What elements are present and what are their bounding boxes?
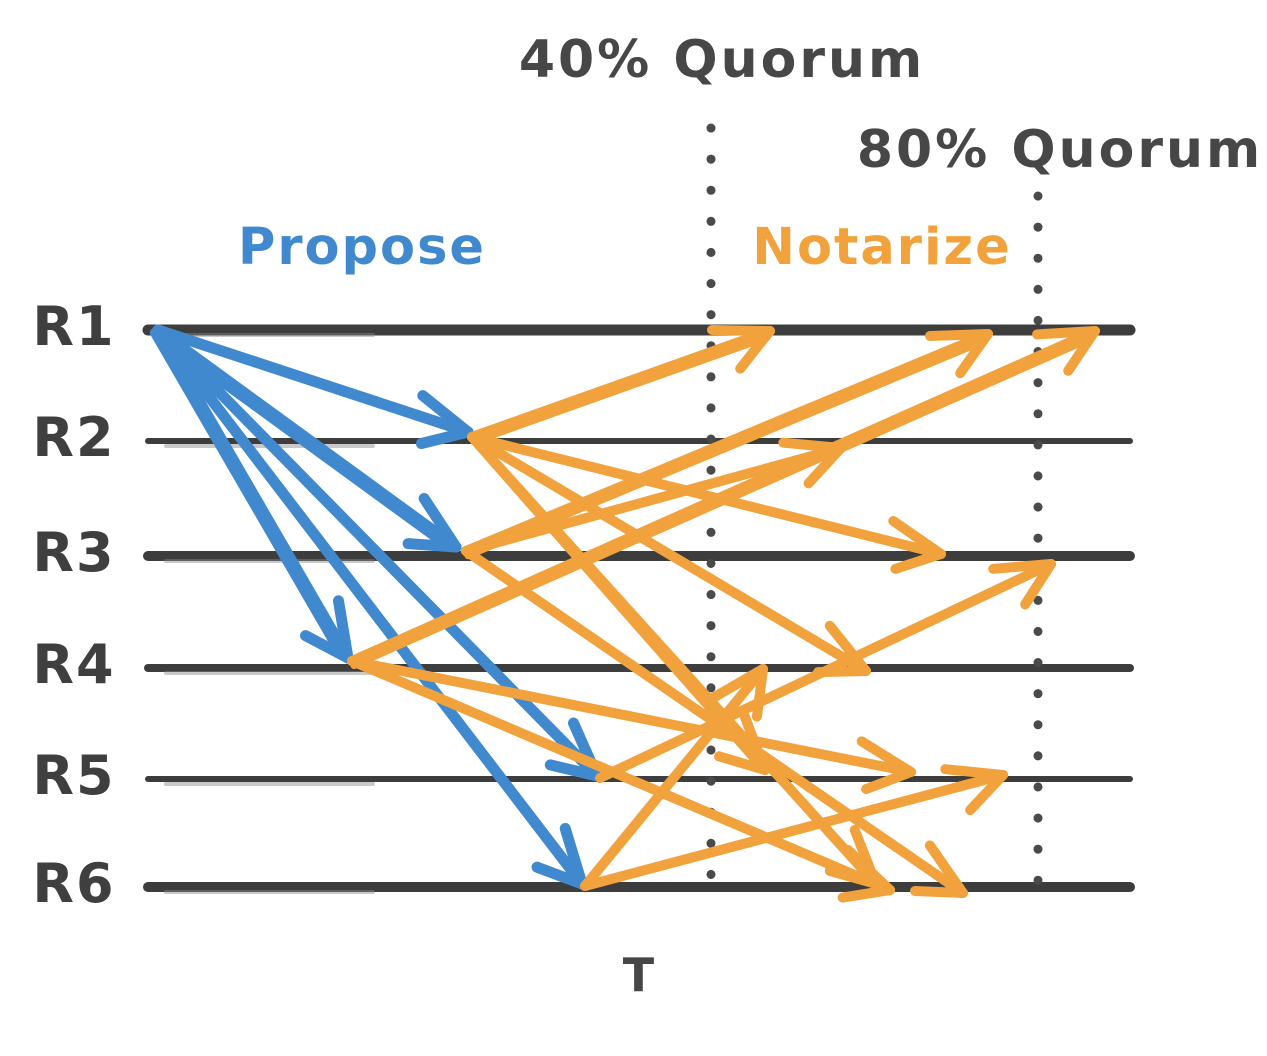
notarize-arrow-r4-to-r6-shaft [347,656,895,895]
notarize-arrow-r3-to-r6-barb1 [924,840,968,898]
propose-arrow-r1-to-r6-barb2 [531,861,588,890]
propose-arrow-r1-to-r5-shaft [152,324,603,782]
propose-arrow-r1-to-r6-barb1 [559,822,588,890]
notarize-arrow-r2-to-r5-barb2 [713,751,770,775]
propose-arrow-r1-to-r2-barb2 [415,426,474,450]
notarize-arrow-r4-to-r5-barb1 [856,736,916,777]
notarize-arrow-r2-to-r4-barb1 [824,620,871,676]
notarize-arrow-r6-to-r4-shaft [580,664,768,891]
notarize-arrow-r2-to-r1-shaft-2 [470,336,762,446]
notarize-arrow-r5-to-r3-shaft [595,559,1056,783]
notarize-arrow-r2-to-r4-shaft [467,432,871,676]
notarize-arrow-r5-to-r3-barb2 [1020,559,1056,610]
propose-arrow-r1-to-r3-barb1 [418,493,462,553]
notarize-arrow-r2-to-r3-shaft [467,432,946,559]
notarize-arrow-r2-to-r1-shaft [467,326,775,442]
propose-arrow-r1-to-r4-shaft [152,324,354,664]
notarize-arrow-r4-to-r6-barb1 [843,844,895,895]
propose-arrow-r1-to-r4-barb1 [332,595,354,664]
notarize-arrow-r4-to-r1-barb2 [1063,326,1100,376]
notarize-arrow-r3-to-r6-barb2 [910,885,968,898]
notarize-arrow-r4-to-r5-shaft [347,656,916,777]
notarize-arrow-r2-to-r3-barb2 [890,549,946,574]
notarize-arrow-r2-to-r1-barb2 [735,326,775,374]
notarize-arrow-r3-to-r2-shaft [461,443,846,556]
replica-label-r6: R6 [32,852,116,915]
notarize-arrow-r6-to-r5-barb1 [940,764,1008,780]
notarize-arrow-r3-to-r1-shaft [461,329,993,556]
notarize-arrow-r4-to-r1-shaft-2 [350,337,1088,670]
propose-arrow-r1-to-r4-shaft-2 [149,328,341,653]
notarize-arrow-r4-to-r6-barb2 [837,885,895,903]
notarize-arrow-r6-to-r5-shaft [580,770,1008,891]
notarize-arrow-r2-to-r1-barb1 [707,324,775,336]
notarize-arrow-r6-to-r5-barb2 [965,770,1008,816]
notarize-arrow-r2-to-r3-barb1 [888,516,946,559]
notarize-arrow-r4-to-r1-shaft [347,326,1100,666]
notarize-arrow-r6-to-r4-barb2 [751,664,768,722]
quorum-80-label: 80% Quorum [856,120,1264,180]
replica-label-r1: R1 [32,295,116,358]
notarize-arrow-r6-to-r4-barb1 [707,664,768,704]
notarize-arrow-r3-to-r1-shaft-2 [464,340,981,560]
time-axis-label: T [622,948,658,1002]
quorum-40-label: 40% Quorum [518,30,926,90]
replica-label-r3: R3 [32,521,116,584]
propose-phase-label: Propose [237,218,487,277]
propose-arrow-r1-to-r3-shaft [152,324,462,553]
replica-label-r5: R5 [32,744,116,807]
notarize-arrow-r4-to-r5-barb2 [861,767,916,795]
notarize-phase-label: Notarize [752,218,1012,277]
notarize-arrow-r2-to-r6-shaft [467,432,881,889]
propose-arrow-r1-to-r6-shaft [152,324,588,890]
notarize-arrow-r5-to-r3-barb1 [988,559,1056,574]
replica-label-r4: R4 [32,633,116,696]
propose-arrow-r1-to-r2-shaft [152,324,474,438]
notarize-arrow-r3-to-r1-barb2 [955,329,993,379]
propose-arrow-r1-to-r3-barb2 [402,538,462,553]
replica-label-r2: R2 [32,406,116,469]
notarize-arrow-r4-to-r1-barb1 [1032,326,1100,340]
propose-arrow-r1-to-r5-barb2 [544,759,603,782]
propose-arrow-r1-to-r2-barb1 [417,390,474,438]
notarize-arrow-r3-to-r1-barb1 [925,329,993,341]
propose-arrow-r1-to-r4-barb2 [300,630,354,664]
